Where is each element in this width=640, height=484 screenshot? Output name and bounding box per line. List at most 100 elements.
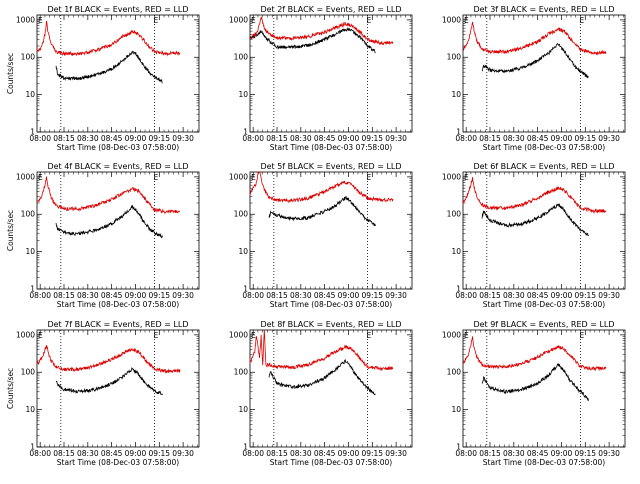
panel-2: Det 2f BLACK = Events, RED = LLD 1 10 100 10… (229, 5, 413, 152)
y-tick-label: 1000 (16, 330, 35, 339)
x-tick-label: 08:30 (290, 134, 312, 143)
e-marker-left: E (251, 331, 256, 340)
x-tick-label: 09:15 (148, 291, 170, 300)
panel-title: Det 8f BLACK = Events, RED = LLD (260, 320, 401, 329)
x-tick-label: 09:15 (361, 291, 383, 300)
panel-title: Det 9f BLACK = Events, RED = LLD (473, 320, 614, 329)
y-tick-label: 1000 (16, 15, 35, 24)
x-tick-label: 09:15 (574, 134, 596, 143)
x-tick-label: 09:15 (574, 449, 596, 458)
e-marker-right: E (580, 16, 585, 25)
x-tick-label: 08:30 (290, 449, 312, 458)
y-axis-label: Counts/sec (6, 210, 15, 251)
x-tick-label: 08:15 (479, 134, 501, 143)
lld-series-line (462, 21, 607, 56)
e-marker-left: E (464, 331, 469, 340)
plot-frame (36, 14, 200, 133)
x-tick-label: 09:30 (172, 134, 194, 143)
x-tick-label: 09:00 (551, 134, 573, 143)
y-tick-label: 1000 (442, 172, 461, 181)
events-series-line (55, 204, 163, 239)
x-axis-label: Start Time (08-Dec-03 07:58:00) (483, 458, 605, 467)
y-tick-label: 10 (451, 405, 461, 414)
e-marker-right: E (580, 331, 585, 340)
x-tick-label: 09:30 (172, 291, 194, 300)
e-marker-right: E (580, 173, 585, 182)
x-tick-label: 08:30 (290, 291, 312, 300)
y-axis-label: Counts/sec (6, 368, 15, 409)
panel-title: Det 4f BLACK = Events, RED = LLD (47, 162, 188, 171)
x-axis-label: Start Time (08-Dec-03 07:58:00) (483, 300, 605, 309)
y-tick-label: 10 (238, 247, 248, 256)
plot-frame (462, 14, 626, 133)
x-tick-label: 08:00 (29, 134, 51, 143)
plot-frame (462, 171, 626, 290)
x-tick-label: 09:15 (361, 134, 383, 143)
e-marker-right: E (154, 331, 159, 340)
lld-series-line (36, 176, 181, 214)
x-tick-label: 08:30 (77, 291, 99, 300)
y-tick-label: 1 (456, 443, 461, 452)
x-tick-label: 08:00 (242, 449, 264, 458)
y-tick-label: 100 (234, 210, 249, 219)
x-tick-label: 08:15 (479, 449, 501, 458)
x-tick-label: 08:45 (527, 291, 549, 300)
lld-series-line (36, 20, 181, 57)
plot-frame (36, 171, 200, 290)
y-tick-label: 10 (25, 247, 35, 256)
e-marker-left: E (251, 16, 256, 25)
lld-series-line (36, 345, 181, 374)
lld-series-line (462, 177, 607, 214)
y-tick-label: 100 (21, 368, 36, 377)
x-tick-label: 08:45 (314, 134, 336, 143)
y-tick-label: 100 (447, 368, 462, 377)
y-tick-label: 1 (243, 443, 248, 452)
x-tick-label: 09:00 (338, 134, 360, 143)
x-tick-label: 09:30 (172, 449, 194, 458)
x-tick-label: 09:00 (551, 291, 573, 300)
y-tick-label: 100 (234, 53, 249, 62)
x-tick-label: 08:00 (455, 449, 477, 458)
panel-9: Det 9f BLACK = Events, RED = LLD 1 10 100 10… (442, 320, 626, 467)
x-tick-label: 09:00 (125, 134, 147, 143)
events-series-line (481, 202, 589, 237)
x-tick-label: 08:00 (242, 291, 264, 300)
y-tick-label: 1 (30, 443, 35, 452)
x-axis-label: Start Time (08-Dec-03 07:58:00) (270, 458, 392, 467)
y-tick-label: 1000 (229, 172, 248, 181)
panel-3: Det 3f BLACK = Events, RED = LLD 1 10 100 10… (442, 5, 626, 152)
y-tick-label: 10 (25, 90, 35, 99)
x-tick-label: 08:00 (242, 134, 264, 143)
x-axis-label: Start Time (08-Dec-03 07:58:00) (57, 143, 179, 152)
y-tick-label: 10 (451, 247, 461, 256)
lld-series-line (462, 336, 607, 372)
e-marker-left: E (464, 173, 469, 182)
x-tick-label: 08:45 (101, 449, 123, 458)
x-axis-label: Start Time (08-Dec-03 07:58:00) (57, 300, 179, 309)
e-marker-right: E (367, 16, 372, 25)
plot-frame (249, 171, 413, 290)
plot-frame (36, 329, 200, 448)
panel-6: Det 6f BLACK = Events, RED = LLD 1 10 100 10… (442, 162, 626, 309)
x-tick-label: 09:15 (361, 449, 383, 458)
y-tick-label: 1000 (442, 15, 461, 24)
panel-5: Det 5f BLACK = Events, RED = LLD 1 10 100 10… (229, 162, 413, 309)
x-tick-label: 09:30 (598, 134, 620, 143)
e-marker-left: E (251, 173, 256, 182)
events-series-line (55, 366, 163, 396)
panel-7: Det 7f BLACK = Events, RED = LLD 1 10 100 10… (6, 320, 200, 467)
panel-title: Det 2f BLACK = Events, RED = LLD (260, 5, 401, 14)
panel-title: Det 6f BLACK = Events, RED = LLD (473, 162, 614, 171)
x-tick-label: 09:00 (338, 291, 360, 300)
y-tick-label: 1000 (16, 172, 35, 181)
e-marker-right: E (367, 173, 372, 182)
y-tick-label: 100 (21, 53, 36, 62)
events-series-line (55, 50, 163, 84)
events-series-line (268, 195, 376, 227)
y-tick-label: 1000 (229, 15, 248, 24)
events-series-line (481, 43, 589, 79)
y-tick-label: 100 (21, 210, 36, 219)
x-tick-label: 08:30 (503, 134, 525, 143)
panel-4: Det 4f BLACK = Events, RED = LLD 1 10 100 10… (6, 162, 200, 309)
e-marker-right: E (154, 173, 159, 182)
